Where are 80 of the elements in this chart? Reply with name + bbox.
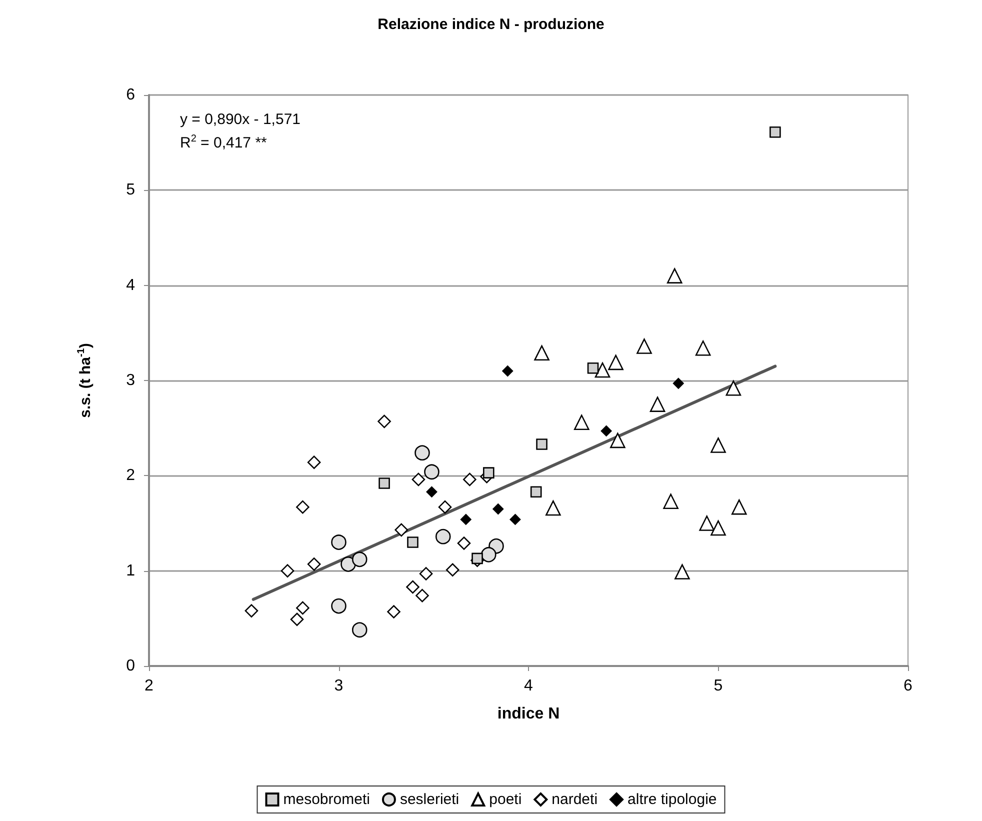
point [594,362,610,378]
point [483,467,494,478]
annotation: y = 0,890x - 1,571 [180,111,300,128]
point [710,438,726,453]
point [674,564,690,580]
y-tick-label: 5 [126,182,136,199]
point [416,588,429,602]
y-tick-label: 2 [126,467,136,484]
point [587,362,599,374]
legend-label: altre tipologie [628,791,717,808]
point [536,438,548,450]
point [481,547,496,562]
point [438,500,452,514]
point [407,536,418,548]
point [770,126,781,138]
point [426,486,438,498]
point [406,580,420,594]
y-tick-label: 3 [126,372,136,389]
point [666,268,682,284]
point [387,605,400,618]
point [502,366,514,376]
point [636,338,652,354]
point [378,414,391,428]
point [244,604,258,618]
point [414,445,430,460]
point [710,520,726,536]
point [352,622,368,638]
point [435,528,451,544]
point [331,598,346,614]
x-tick-label: 4 [524,678,534,694]
y-tick-label: 0 [126,658,136,674]
point [394,523,408,537]
x-tick-label: 3 [334,678,344,694]
point [307,456,321,469]
legend-label: poeti [489,791,522,808]
point [352,552,368,568]
point [726,380,742,396]
point [472,552,483,564]
legend-label: nardeti [552,791,598,808]
point [463,472,476,486]
point [424,464,440,480]
y-tick-label: 6 [126,86,136,104]
point [296,500,310,514]
point [608,354,624,370]
point [650,396,666,412]
point [412,472,426,486]
point [492,504,504,514]
point [307,558,321,571]
x-axis-title: indice N [497,706,560,722]
x-tick-label: 6 [904,678,913,694]
x-tick-label: 2 [144,678,154,694]
point [378,478,390,489]
point [574,414,590,430]
legend-label: mesobrometi [283,791,370,808]
point [280,564,294,578]
x-tick-label: 5 [714,678,723,694]
point [457,536,471,550]
point [446,563,460,577]
point [600,425,612,436]
point [663,494,678,510]
point [419,567,433,580]
point [731,499,747,515]
legend-label: seslerieti [400,791,460,808]
point [530,486,542,498]
point [296,601,310,615]
point [546,500,561,516]
y-tick-label: 1 [126,562,136,580]
point [340,556,356,572]
point [699,516,715,531]
point [460,514,472,525]
y-tick-label: 4 [126,276,136,294]
y-axis-title: s.s. (t ha-1) [76,343,94,418]
chart-title: Relazione indice N - produzione [378,16,604,33]
point [290,612,304,626]
point [510,514,521,525]
point [695,340,711,356]
point [610,432,626,448]
point [534,345,550,361]
point [331,534,346,550]
point [672,378,684,389]
